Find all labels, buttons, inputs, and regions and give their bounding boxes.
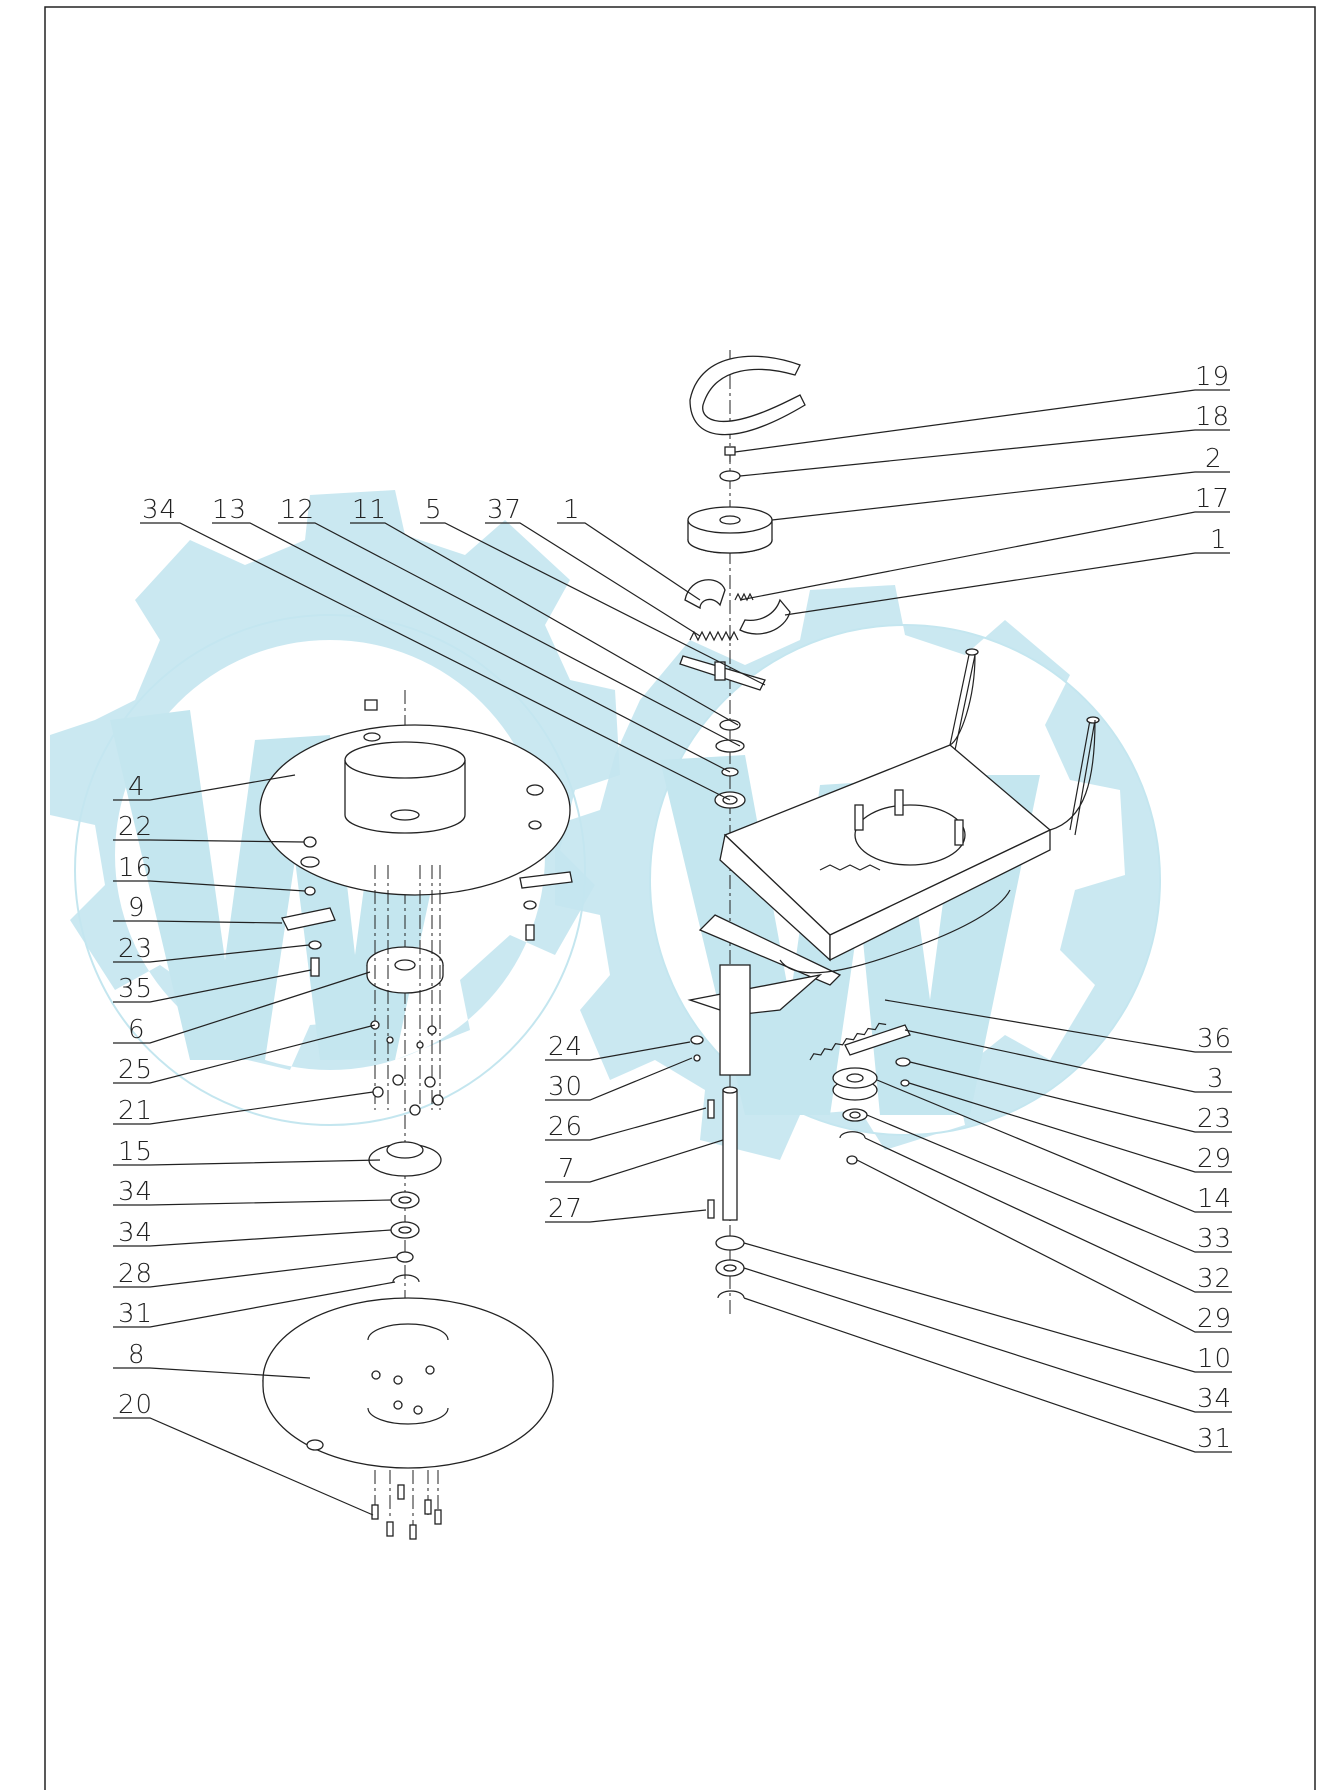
label-18: 18 bbox=[1195, 402, 1230, 432]
bearing-34-c bbox=[390, 1221, 420, 1239]
spring-36 bbox=[809, 1022, 887, 1061]
label-29-right-b: 29 bbox=[1197, 1304, 1232, 1334]
page-frame bbox=[44, 6, 1316, 1790]
label-28: 28 bbox=[118, 1259, 153, 1289]
label-13: 13 bbox=[212, 495, 247, 525]
label-21: 21 bbox=[118, 1096, 153, 1126]
label-8: 8 bbox=[128, 1340, 146, 1370]
housing-plate-4 bbox=[259, 699, 571, 896]
knife-9 bbox=[281, 907, 336, 931]
pulley-14 bbox=[832, 1067, 878, 1101]
disc-8 bbox=[262, 1297, 554, 1469]
circlip-32 bbox=[839, 1131, 866, 1139]
spring-37 bbox=[689, 630, 739, 642]
nut-29b bbox=[846, 1155, 858, 1165]
label-11: 11 bbox=[352, 495, 387, 525]
washer-23a bbox=[308, 940, 322, 950]
ring-10 bbox=[715, 1235, 745, 1251]
label-34-left-a: 34 bbox=[118, 1177, 153, 1207]
ring-28 bbox=[396, 1251, 414, 1263]
label-19: 19 bbox=[1195, 362, 1230, 392]
washer-16 bbox=[304, 886, 316, 896]
label-25: 25 bbox=[118, 1055, 153, 1085]
brake-shoe-left bbox=[684, 579, 726, 610]
label-23-left: 23 bbox=[118, 934, 153, 964]
label-37: 37 bbox=[487, 495, 522, 525]
label-35: 35 bbox=[118, 974, 153, 1004]
label-14: 14 bbox=[1197, 1184, 1232, 1214]
label-31-left: 31 bbox=[118, 1299, 153, 1329]
label-10: 10 bbox=[1197, 1344, 1232, 1374]
washer-23b bbox=[895, 1057, 911, 1067]
label-23-right: 23 bbox=[1197, 1104, 1232, 1134]
circlip-31b bbox=[717, 1290, 745, 1299]
label-9: 9 bbox=[128, 893, 146, 923]
label-30: 30 bbox=[548, 1072, 583, 1102]
label-15: 15 bbox=[118, 1137, 153, 1167]
key-26 bbox=[707, 1099, 715, 1119]
label-17: 17 bbox=[1195, 484, 1230, 514]
circlip-31a bbox=[392, 1274, 420, 1283]
shaft-7 bbox=[722, 1086, 738, 1221]
nut-22 bbox=[303, 836, 317, 848]
label-7: 7 bbox=[558, 1154, 576, 1184]
part-labels: 19 18 2 17 1 34 13 12 11 5 37 1 4 22 16 … bbox=[118, 362, 1232, 1454]
label-20: 20 bbox=[118, 1390, 153, 1420]
label-34-right: 34 bbox=[1197, 1384, 1232, 1414]
v-belt bbox=[689, 355, 806, 436]
bolt-19 bbox=[724, 446, 736, 462]
label-22: 22 bbox=[118, 812, 153, 842]
spring-17 bbox=[734, 592, 754, 602]
bolt-35 bbox=[310, 957, 320, 977]
pulley-2 bbox=[687, 506, 773, 554]
leader-lines bbox=[113, 389, 1232, 1516]
washer-22b bbox=[300, 856, 320, 868]
washer-18 bbox=[719, 470, 741, 482]
label-6: 6 bbox=[128, 1015, 146, 1045]
bolts-20 bbox=[371, 1484, 442, 1540]
label-1-top: 1 bbox=[563, 495, 581, 525]
washer-24 bbox=[690, 1035, 704, 1045]
bearing-34-bottom bbox=[715, 1259, 745, 1277]
label-27: 27 bbox=[548, 1194, 583, 1224]
label-3: 3 bbox=[1207, 1064, 1225, 1094]
flange-15 bbox=[368, 1141, 442, 1177]
label-34-left-b: 34 bbox=[118, 1218, 153, 1248]
brake-shoe-right bbox=[739, 598, 791, 635]
label-34-top: 34 bbox=[142, 495, 177, 525]
bolt-axes-upper bbox=[374, 865, 441, 1110]
label-36: 36 bbox=[1197, 1024, 1232, 1054]
label-5: 5 bbox=[425, 495, 443, 525]
label-26: 26 bbox=[548, 1112, 583, 1142]
nut-30 bbox=[693, 1054, 701, 1062]
label-1-right: 1 bbox=[1210, 525, 1228, 555]
label-29-right-a: 29 bbox=[1197, 1144, 1232, 1174]
nut-29a bbox=[900, 1079, 910, 1087]
label-33: 33 bbox=[1197, 1224, 1232, 1254]
label-31-right: 31 bbox=[1197, 1424, 1232, 1454]
hub-6 bbox=[366, 946, 444, 994]
knife-9-right bbox=[519, 871, 573, 889]
label-2: 2 bbox=[1205, 444, 1223, 474]
nuts-21-25 bbox=[370, 1020, 444, 1116]
main-frame bbox=[687, 648, 1100, 1076]
bracket-3 bbox=[844, 1024, 911, 1056]
bearing-34-b bbox=[390, 1191, 420, 1209]
label-12: 12 bbox=[280, 495, 315, 525]
label-4: 4 bbox=[128, 772, 146, 802]
key-27 bbox=[707, 1199, 715, 1219]
label-32: 32 bbox=[1197, 1264, 1232, 1294]
label-24: 24 bbox=[548, 1032, 583, 1062]
washer-12 bbox=[715, 739, 745, 753]
label-16: 16 bbox=[118, 853, 153, 883]
bearing-33 bbox=[842, 1108, 868, 1122]
